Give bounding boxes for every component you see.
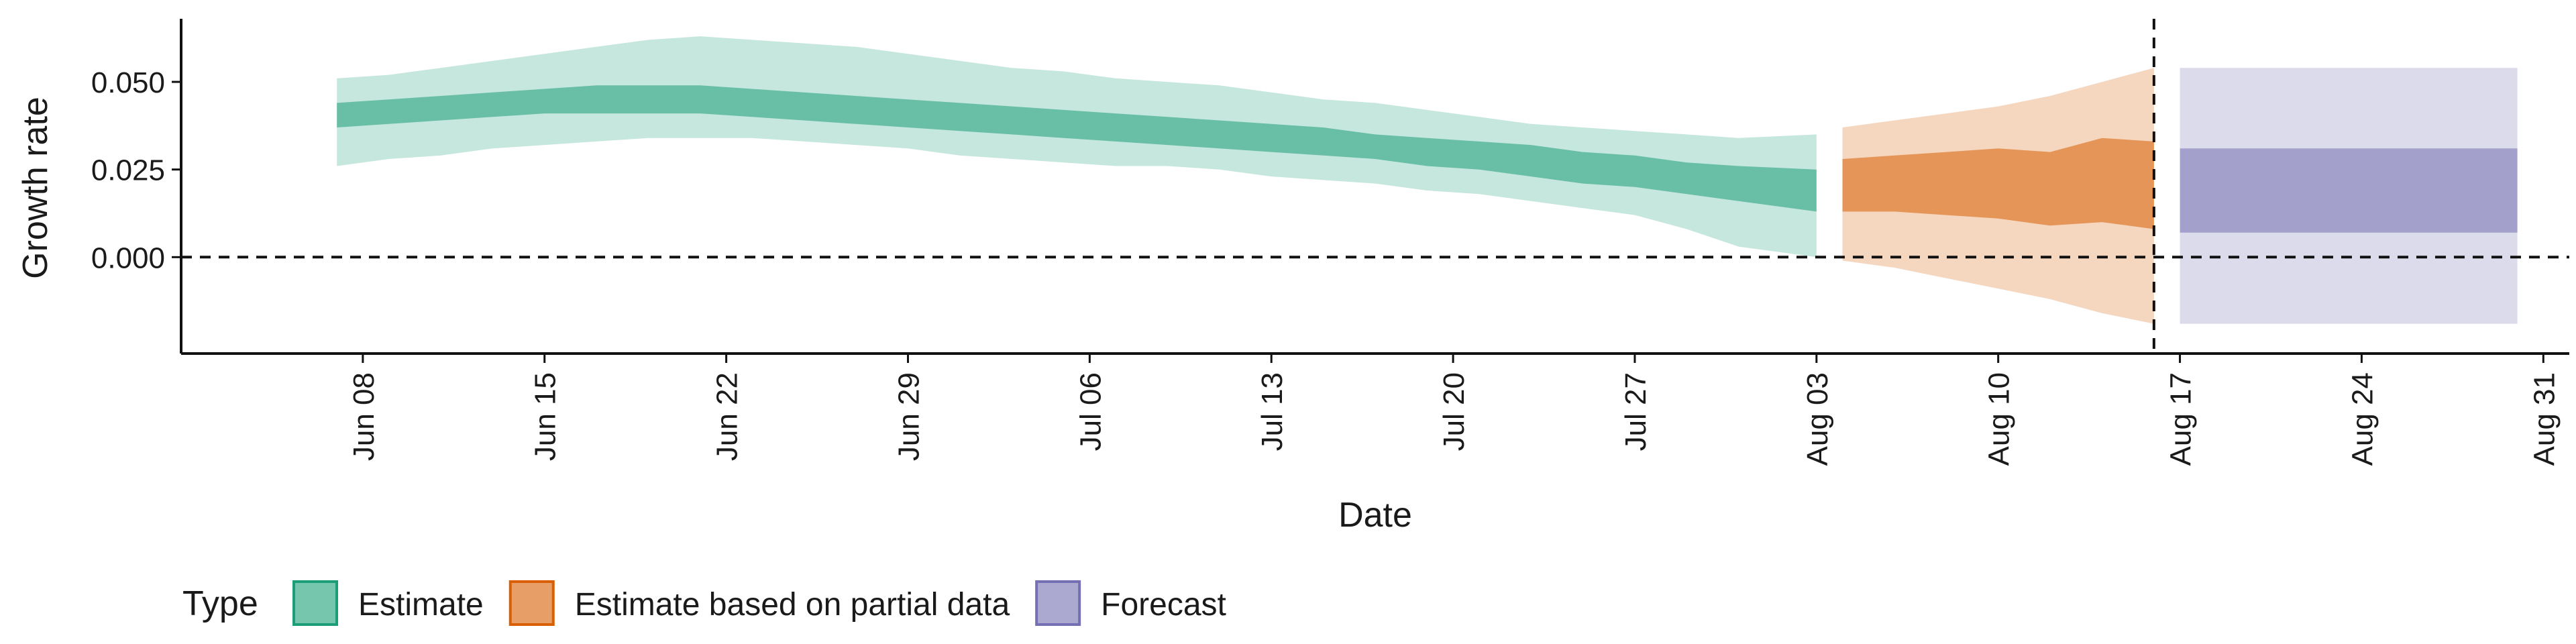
x-tick-label: Jul 13 (1256, 372, 1289, 451)
x-tick-label: Jul 20 (1438, 372, 1470, 451)
series-1-inner-band (337, 85, 1817, 212)
axes-layer (180, 19, 2569, 355)
y-axis-title: Growth rate (16, 97, 55, 279)
reference-lines (181, 19, 2569, 354)
x-tick-label: Aug 24 (2346, 372, 2379, 466)
x-tick-label: Jun 29 (893, 372, 926, 461)
series-3-inner-band (2180, 148, 2518, 233)
x-tick-label: Aug 31 (2528, 372, 2561, 466)
x-tick-label: Aug 17 (2165, 372, 2198, 466)
x-tick-label: Aug 10 (1983, 372, 2016, 466)
legend-key-1 (292, 580, 338, 626)
series-2-inner-band (1842, 138, 2154, 229)
legend-label-1: Estimate (358, 587, 484, 623)
y-tick-label: 0.000 (91, 241, 165, 274)
x-tick-label: Jul 27 (1619, 372, 1652, 451)
legend-label-2: Estimate based on partial data (575, 587, 1010, 623)
legend-key-2 (508, 580, 555, 626)
legend-key-3 (1035, 580, 1081, 626)
y-tick-label: 0.050 (91, 66, 165, 99)
x-axis-title: Date (1338, 496, 1412, 535)
series-1-outer-band (337, 36, 1817, 258)
x-tick-label: Jun 08 (347, 372, 380, 461)
x-tick-label: Jun 22 (711, 372, 744, 461)
legend-title: Type (182, 584, 258, 623)
x-tick-label: Jun 15 (529, 372, 562, 461)
y-tick-label: 0.025 (91, 154, 165, 187)
x-tick-label: Jul 06 (1074, 372, 1107, 451)
x-tick-label: Aug 03 (1801, 372, 1834, 466)
legend-label-3: Forecast (1101, 587, 1226, 623)
legend: Type Estimate Estimate based on partial d… (182, 580, 1226, 626)
tick-layer: 0.000 0.025 0.050 Jun 08 Jun 15 Jun 22 Jun 29 J… (91, 66, 2561, 466)
ribbon-layer (337, 36, 2518, 324)
